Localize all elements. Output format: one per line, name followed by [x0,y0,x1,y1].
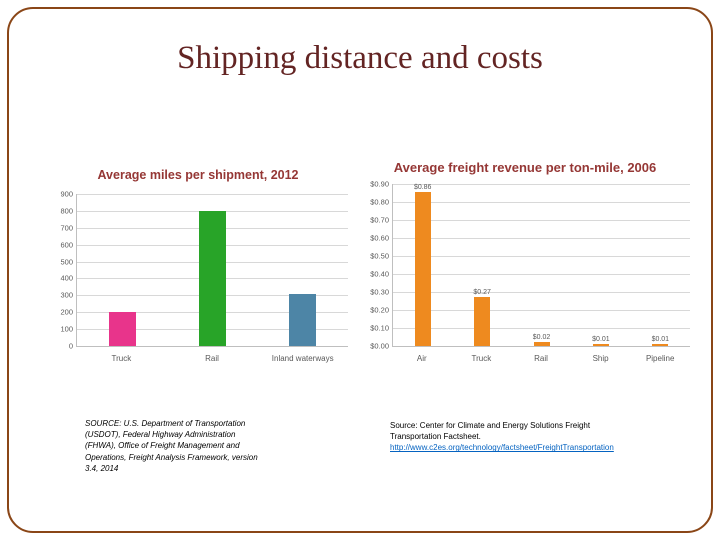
x-axis-label: Truck [471,354,492,363]
bar-column: $0.01 [631,184,690,346]
bar-column: $0.86 [393,184,452,346]
bar-column [258,194,348,346]
y-tick-label: $0.00 [370,341,389,351]
y-tick-label: $0.50 [370,251,389,261]
y-tick-label: 500 [60,257,73,267]
gridline [393,201,690,203]
plot-area-revenue: $0.00 $0.10 $0.20 $0.30 $0.40 $0.50 $0.60 $0.70… [370,180,690,351]
bar-column: $0.01 [571,184,630,346]
gridline [393,274,690,275]
gridline [393,238,690,239]
bar-value-label: $0.01 [592,336,610,344]
page-title: Shipping distance and costs [177,40,543,76]
x-axis-label: Ship [592,354,609,363]
y-tick-label: $0.20 [370,305,389,315]
y-tick-label: 200 [60,307,73,317]
y-tick-label: $0.60 [370,233,389,243]
bar-value-label: $0.02 [532,334,551,342]
bar-value-label: $0.86 [413,184,432,191]
y-tick-label: 800 [60,206,73,216]
gridline [393,292,690,293]
y-tick-label: $0.10 [370,323,389,333]
bars: $0.86 $0.27 $0.02 $0.01 $0.01 [393,184,690,346]
chart-miles-per-shipment: Average miles per shipment, 2012 0 100 200… [48,168,348,363]
gridline [393,184,690,185]
bar-truck [474,297,491,346]
x-axis-label: Rail [534,354,548,363]
x-axis-label: Inland waterways [271,354,334,363]
gridline [393,310,690,311]
chart-title-miles: Average miles per shipment, 2012 [97,168,299,182]
x-axis-label: Air [416,354,427,363]
gridline [77,194,348,195]
source-note-usdot: SOURCE: U.S. Department of Transportatio… [85,419,258,473]
y-tick-label: $0.30 [370,287,389,297]
x-axis-labels-revenue: Air Truck Rail Ship Pipeline [392,354,690,363]
y-tick-label: 400 [60,273,73,283]
source-note-c2es: Source: Center for Climate and Energy So… [390,420,625,454]
bar-value-label: $0.27 [473,289,491,297]
y-tick-label: 100 [60,324,73,334]
y-tick-label: $0.70 [370,215,389,225]
bar-ship [592,344,609,346]
x-axis-label: Rail [205,354,219,363]
bar-pipeline [652,344,669,346]
y-tick-label: 600 [60,240,73,250]
y-tick-label: $0.40 [370,269,389,279]
x-axis-label: Pipeline [645,354,675,363]
bar-rail [198,210,226,346]
gridline [393,219,690,221]
bar-truck [108,312,136,346]
y-tick-label: 300 [60,290,73,300]
bar-column [77,194,167,346]
y-tick-label: $0.90 [370,179,389,189]
y-tick-label: 0 [68,341,73,351]
y-tick-label: $0.80 [370,197,389,207]
x-axis-label: Truck [111,354,132,363]
bar-inland-waterways [289,293,317,346]
y-tick-label: 700 [60,223,73,233]
bar-rail [533,342,550,346]
chart-freight-revenue: Average freight revenue per ton-mile, 20… [360,160,690,363]
y-tick-label: 900 [60,189,73,199]
bar-value-label: $0.01 [651,336,670,344]
source-c2es-text: Source: Center for Climate and Energy So… [390,421,591,442]
gridline [393,255,690,257]
plot-area-miles: 0 100 200 300 400 500 600 700 800 900 [60,190,348,351]
source-c2es-link[interactable]: http://www.c2es.org/technology/factsheet… [390,443,614,453]
bar-column: $0.27 [452,184,511,346]
chart-title-revenue: Average freight revenue per ton-mile, 20… [393,160,657,175]
bars [77,194,348,346]
bar-column: $0.02 [512,184,571,346]
bar-air [414,192,431,346]
gridline [393,327,690,329]
x-axis-labels-miles: Truck Rail Inland waterways [76,354,348,363]
bar-column [167,194,257,346]
